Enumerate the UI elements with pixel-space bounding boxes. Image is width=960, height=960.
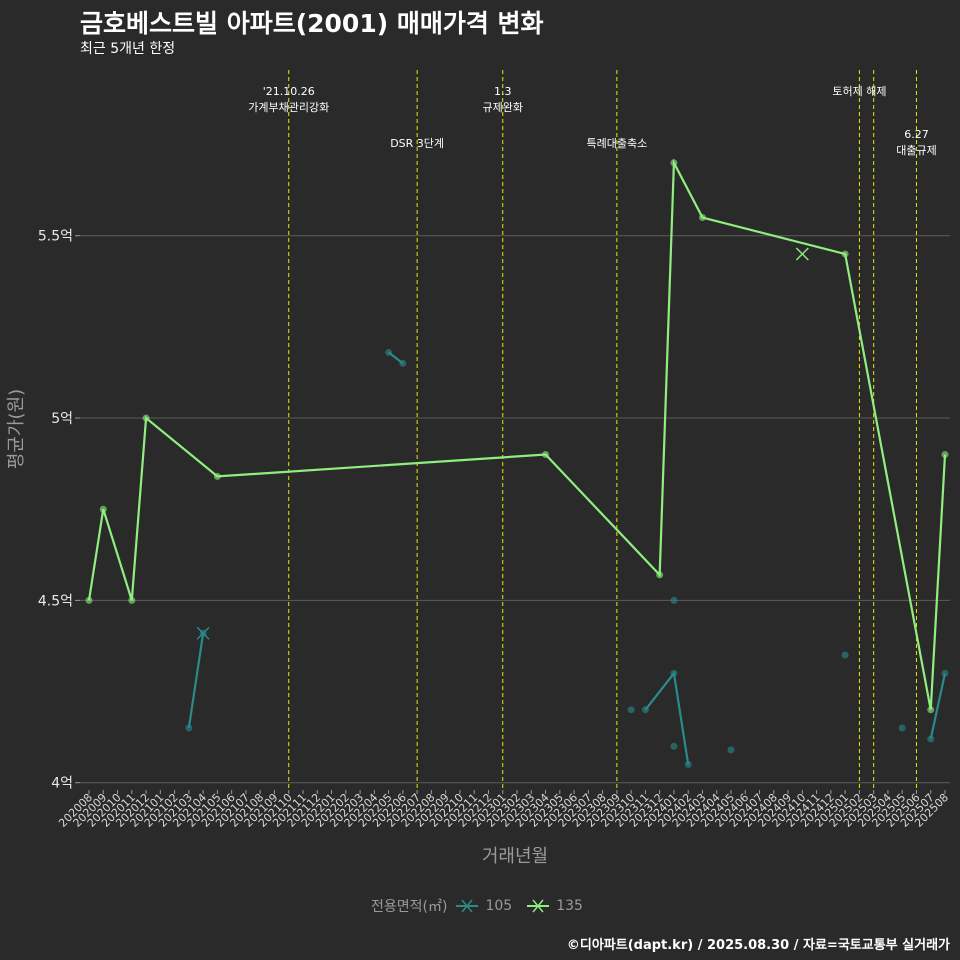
event-label: 토허제 해제 [832, 84, 886, 98]
data-point-135 [213, 472, 221, 480]
data-point-135 [670, 159, 678, 167]
source-caption: ©디아파트(dapt.kr) / 2025.08.30 / 자료=국토교통부 실… [566, 938, 950, 953]
y-tick-label: 4.5억 [38, 593, 73, 609]
data-point-105 [841, 651, 849, 659]
data-point-105 [385, 348, 393, 356]
data-point-135 [542, 451, 550, 459]
data-point-105 [185, 724, 193, 732]
event-label: 규제완화 [482, 101, 522, 114]
legend-item-105[interactable]: 105 [455, 898, 518, 914]
data-point-105 [898, 724, 906, 732]
data-point-105 [727, 746, 735, 754]
data-point-105 [399, 359, 407, 367]
chart-title: 금호베스트빌 아파트(2001) 매매가격 변화 [80, 9, 544, 38]
data-point-135 [99, 505, 107, 513]
series-line-135 [87, 158, 947, 710]
legend: 전용면적(㎡) 105 135 [0, 896, 960, 916]
chart-subtitle: 최근 5개년 한정 [80, 41, 176, 57]
data-point-135 [142, 414, 150, 422]
legend-label-105: 105 [485, 898, 513, 914]
event-label: 대출규제 [896, 144, 936, 157]
cancelled-mark-135 [795, 247, 809, 261]
y-tick-label: 5.5억 [38, 229, 73, 245]
legend-title: 전용면적(㎡) [371, 899, 448, 915]
event-label: 1.3 [494, 85, 512, 98]
data-point-105 [670, 742, 678, 750]
data-point-105 [670, 669, 678, 677]
legend-swatch-135 [527, 899, 550, 913]
event-label: 특례대출축소 [586, 137, 647, 150]
data-point-135 [85, 596, 93, 604]
event-label: 가계부채관리강화 [248, 101, 329, 114]
data-point-135 [841, 250, 849, 258]
x-axis-title: 거래년월 [482, 846, 548, 867]
cancelled-mark-105 [196, 626, 210, 640]
data-point-135 [941, 451, 949, 459]
data-point-105 [927, 735, 935, 743]
data-point-105 [670, 596, 678, 604]
data-point-105 [627, 706, 635, 714]
event-label: 6.27 [904, 128, 929, 141]
legend-swatch-105 [456, 899, 479, 913]
data-point-135 [698, 214, 706, 222]
data-point-135 [927, 706, 935, 714]
legend-label-135: 135 [556, 898, 583, 914]
data-point-105 [941, 669, 949, 677]
y-axis-title: 평균가(원) [6, 389, 27, 469]
y-tick-label: 4억 [51, 776, 73, 792]
series-line-105 [187, 633, 205, 729]
series-line-105 [644, 670, 690, 765]
event-label: DSR 3단계 [390, 137, 444, 150]
y-tick-label: 5억 [51, 411, 73, 427]
legend-item-135[interactable]: 135 [526, 898, 589, 914]
data-point-135 [128, 596, 136, 604]
data-point-135 [656, 571, 664, 579]
event-label: '21.10.26 [263, 85, 315, 98]
series-line-105 [929, 673, 947, 740]
data-point-105 [641, 706, 649, 714]
data-point-105 [684, 760, 692, 768]
